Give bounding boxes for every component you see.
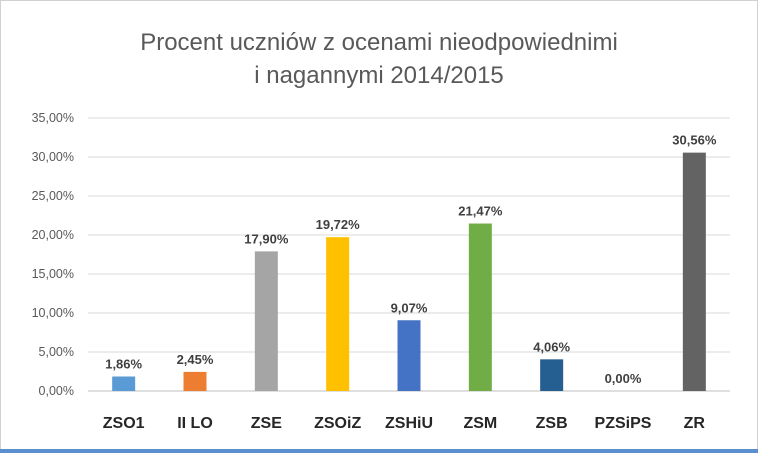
data-label: 1,86% [105, 356, 142, 371]
chart-title-line2: i nagannymi 2014/2015 [254, 62, 504, 89]
bar-zsb [540, 359, 564, 391]
data-label: 21,47% [458, 204, 503, 219]
y-tick-label: 20,00% [32, 228, 74, 242]
x-tick-label: ZSB [536, 415, 568, 432]
x-tick-label: ZSE [251, 415, 282, 432]
y-tick-label: 15,00% [32, 267, 74, 281]
bar-zsm [468, 223, 492, 391]
gridlines [88, 117, 730, 392]
chart-title-line1: Procent uczniów z ocenami nieodpowiednim… [140, 29, 618, 56]
data-label: 19,72% [316, 217, 361, 232]
bar-ii-lo [183, 371, 207, 391]
bottom-edge [0, 449, 758, 453]
bar-zse [254, 251, 278, 391]
y-tick-label: 35,00% [32, 111, 74, 125]
y-tick-label: 30,00% [32, 150, 74, 164]
y-axis-ticks: 0,00% 5,00% 10,00% 15,00% 20,00% 25,00% 30,00%… [32, 111, 74, 398]
bar-zr [682, 152, 706, 391]
x-axis-ticks: ZSO1 II LO ZSE ZSOiZ ZSHiU ZSM ZSB PZSiPS ZR [103, 415, 706, 432]
chart-title: Procent uczniów z ocenami nieodpowiednim… [0, 26, 758, 92]
y-tick-label: 5,00% [39, 345, 74, 359]
data-label: 2,45% [177, 352, 214, 367]
bar-zsoiz [326, 237, 350, 391]
x-tick-label: II LO [177, 415, 213, 432]
bar-zshiu [397, 320, 421, 391]
y-tick-label: 25,00% [32, 189, 74, 203]
x-tick-label: ZSHiU [385, 415, 433, 432]
x-tick-label: ZSO1 [103, 415, 145, 432]
data-labels: 1,86% 2,45% 17,90% 19,72% 9,07% 21,47% 4,06% 0,… [105, 133, 717, 386]
bars [112, 152, 706, 391]
data-label: 4,06% [533, 339, 570, 354]
data-label: 30,56% [672, 133, 717, 148]
data-label: 17,90% [244, 231, 289, 246]
x-tick-label: ZSM [463, 415, 497, 432]
data-label: 0,00% [605, 371, 642, 386]
x-tick-label: ZR [684, 415, 706, 432]
x-tick-label: PZSiPS [595, 415, 652, 432]
data-label: 9,07% [391, 300, 428, 315]
y-tick-label: 0,00% [39, 384, 74, 398]
y-tick-label: 10,00% [32, 306, 74, 320]
x-tick-label: ZSOiZ [314, 415, 361, 432]
bar-zso1 [112, 376, 136, 391]
